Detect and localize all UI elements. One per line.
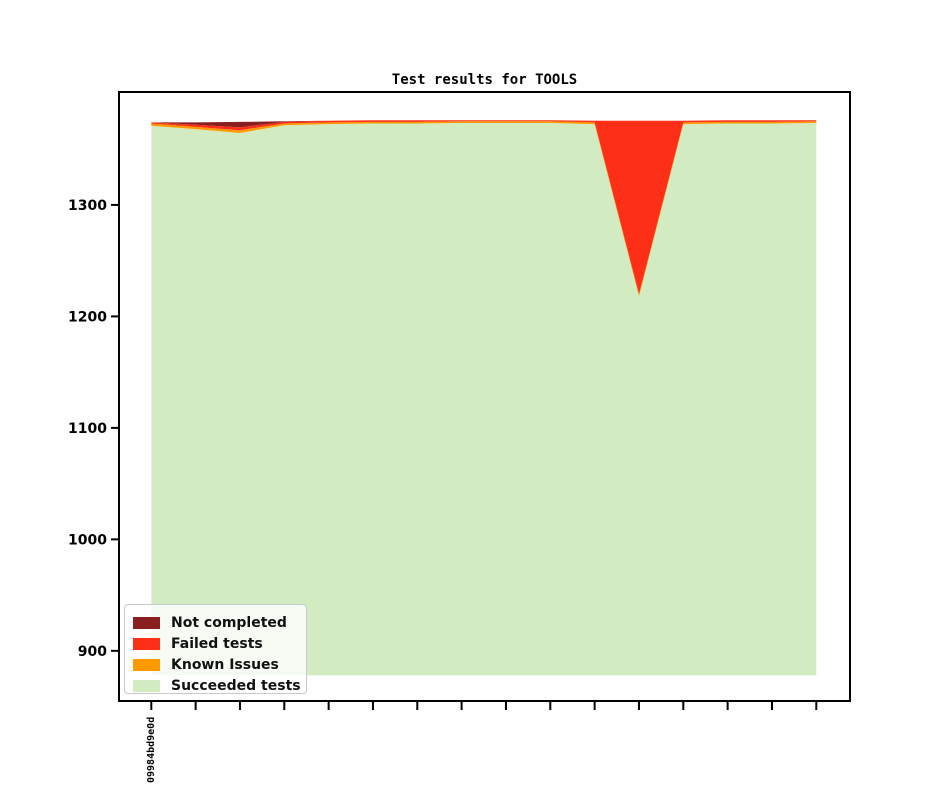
legend-swatch (133, 658, 160, 671)
legend-item-label: Failed tests (171, 635, 263, 652)
y-tick-label: 900 (78, 644, 107, 660)
y-tick-label: 1100 (68, 421, 107, 437)
y-tick-label: 1300 (68, 198, 107, 214)
legend-item-label: Known Issues (171, 656, 279, 673)
x-tick-label: 09984bd9e0d (146, 716, 157, 783)
legend-item-label: Not completed (171, 614, 287, 631)
legend-swatch (133, 637, 160, 650)
legend-swatch (133, 616, 160, 629)
legend-item: Failed tests (133, 633, 306, 654)
y-tick-label: 1000 (68, 532, 107, 548)
plot-border (118, 91, 851, 702)
y-tick-label: 1200 (68, 309, 107, 325)
legend-item: Succeeded tests (133, 675, 306, 696)
legend-item-label: Succeeded tests (171, 677, 301, 694)
chart-title: Test results for TOOLS (391, 72, 578, 88)
legend-item: Known Issues (133, 654, 306, 675)
area-known-issues (151, 121, 817, 297)
legend-item: Not completed (133, 612, 306, 633)
area-failed-tests (151, 120, 817, 295)
legend-swatch (133, 679, 160, 692)
area-succeeded-tests (151, 123, 817, 676)
legend: Not completed Failed tests Known Issues Suc… (124, 604, 307, 694)
